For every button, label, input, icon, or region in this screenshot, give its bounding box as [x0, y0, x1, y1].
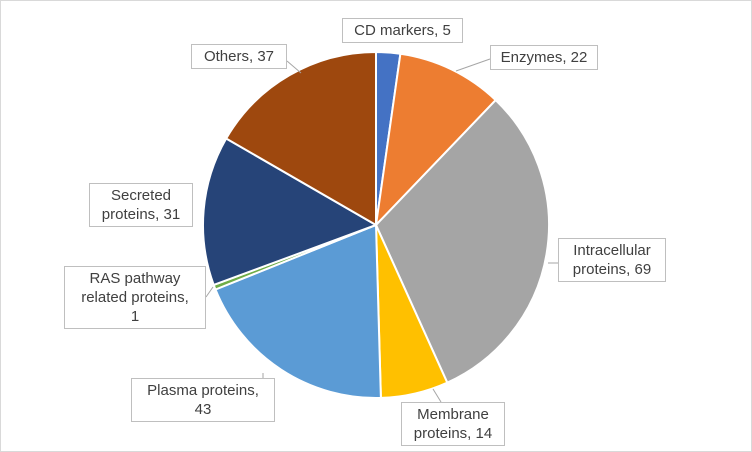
- callout-line: proteins, 69: [572, 261, 652, 278]
- callout-line: Membrane: [417, 406, 489, 423]
- leader-line-others: [286, 60, 302, 74]
- callout-line: Intracellular: [573, 242, 651, 259]
- callout-text: Others, 37: [203, 48, 275, 65]
- callout-membrane-proteins: Membrane proteins, 14: [401, 402, 505, 446]
- callout-line: proteins, 31: [101, 206, 181, 223]
- callout-others: Others, 37: [191, 44, 287, 69]
- callout-text: CD markers, 5: [354, 22, 451, 39]
- pie-slice-enzymes: [375, 52, 497, 226]
- callout-cd-markers: CD markers, 5: [342, 18, 463, 43]
- callout-line: proteins, 14: [413, 425, 493, 442]
- pie-slice-secreted-proteins: [202, 137, 377, 286]
- callout-text: Enzymes, 22: [500, 49, 588, 66]
- callout-line: 43: [194, 401, 212, 418]
- callout-line: RAS pathway: [89, 270, 181, 287]
- pie-slice-plasma-proteins: [214, 224, 382, 399]
- callout-enzymes: Enzymes, 22: [490, 45, 598, 70]
- callout-line: related proteins,: [81, 289, 189, 306]
- leader-line-ras-pathway: [205, 286, 214, 298]
- callout-line: 1: [130, 308, 140, 325]
- leader-line-membrane-proteins: [432, 388, 442, 403]
- callout-plasma-proteins: Plasma proteins, 43: [131, 378, 275, 422]
- leader-line-enzymes: [455, 58, 491, 72]
- callout-intracellular-proteins: Intracellular proteins, 69: [558, 238, 666, 282]
- pie-slice-intracellular-proteins: [375, 99, 550, 384]
- callout-line: Plasma proteins,: [147, 382, 259, 399]
- callout-ras-pathway: RAS pathway related proteins, 1: [64, 266, 206, 329]
- pie-slice-others: [225, 51, 377, 226]
- callout-line: Secreted: [110, 187, 172, 204]
- callout-secreted-proteins: Secreted proteins, 31: [89, 183, 193, 227]
